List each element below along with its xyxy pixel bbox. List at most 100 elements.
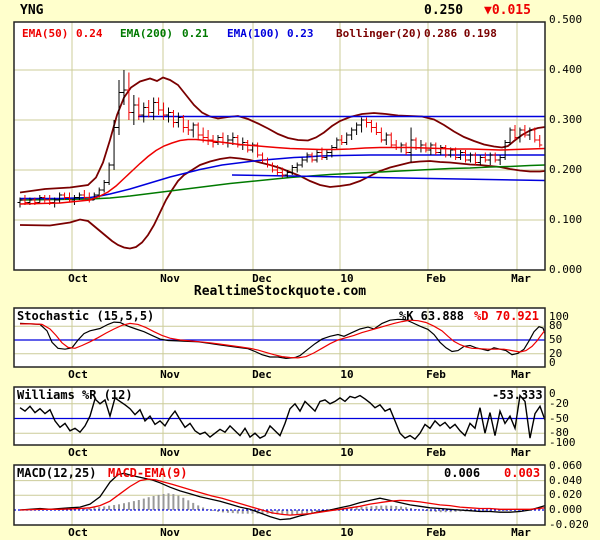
ohlc-bar bbox=[269, 162, 275, 173]
ohlc-bar bbox=[492, 152, 498, 163]
ohlc-bar bbox=[116, 80, 122, 135]
ohlc-bar bbox=[304, 152, 310, 163]
ohlc-bar bbox=[245, 140, 251, 153]
ticker-symbol: YNG bbox=[20, 3, 44, 18]
x-month-label: Oct bbox=[68, 272, 88, 285]
macd-histogram-bar bbox=[360, 506, 363, 510]
ohlc-bar bbox=[151, 97, 157, 120]
macd-histogram-bar bbox=[157, 494, 160, 510]
macd-histogram-bar bbox=[405, 507, 408, 510]
ohlc-bar bbox=[260, 152, 266, 163]
ohlc-bar bbox=[472, 152, 478, 165]
ohlc-bar bbox=[284, 170, 290, 178]
ohlc-bar bbox=[403, 142, 409, 155]
macd-ema9-line bbox=[19, 478, 546, 516]
macd-histogram-bar bbox=[137, 500, 140, 510]
macd-histogram-bar bbox=[192, 502, 195, 510]
ohlc-bar bbox=[37, 195, 43, 203]
macd-histogram-bar bbox=[162, 494, 165, 510]
macd-histogram-bar bbox=[113, 505, 116, 510]
ohlc-bar bbox=[373, 122, 379, 135]
macd-histogram-bar bbox=[246, 510, 249, 514]
bollinger-lower-line bbox=[19, 156, 546, 250]
y-tick-label: 0.020 bbox=[549, 488, 583, 502]
macd-histogram-bar bbox=[152, 496, 155, 510]
ohlc-bar bbox=[279, 167, 285, 178]
ohlc-bar bbox=[527, 127, 533, 140]
ohlc-bar bbox=[255, 142, 261, 158]
r-line bbox=[19, 393, 546, 441]
ohlc-bar bbox=[274, 165, 280, 175]
ohlc-bar bbox=[532, 127, 538, 143]
macd-histogram-bar bbox=[281, 510, 284, 515]
price-change-down: ▼0.015 bbox=[484, 3, 531, 18]
macd-histogram-bar bbox=[147, 497, 150, 510]
x-month-label: Oct bbox=[68, 526, 88, 539]
ohlc-bar bbox=[368, 120, 374, 133]
ohlc-bar bbox=[126, 72, 132, 120]
ohlc-bar bbox=[166, 107, 171, 123]
ohlc-bar bbox=[106, 162, 112, 185]
macd-histogram-bar bbox=[306, 510, 309, 514]
ohlc-bar bbox=[349, 127, 355, 140]
legend-ema100-label: EMA(100) bbox=[227, 27, 280, 40]
legend-ema100-value: 0.23 bbox=[287, 27, 314, 40]
x-month-label: Nov bbox=[160, 446, 180, 459]
macd-histogram-bar bbox=[236, 510, 239, 514]
legend-ema50-label: EMA(50) bbox=[22, 27, 69, 40]
macd-histogram-bar bbox=[108, 505, 111, 510]
y-tick-label: -20 bbox=[549, 396, 569, 410]
legend-ema200-value: 0.21 bbox=[182, 27, 209, 40]
panel-border bbox=[13, 307, 546, 368]
macd-histogram-bar bbox=[395, 506, 398, 510]
macd-histogram-bar bbox=[444, 510, 447, 513]
ohlc-bar bbox=[458, 150, 464, 160]
macd-histogram-bar bbox=[207, 509, 210, 510]
y-tick-label: 0 bbox=[549, 387, 556, 400]
x-month-label: Feb bbox=[426, 526, 446, 539]
x-month-label: 10 bbox=[340, 446, 354, 459]
last-price: 0.250 bbox=[424, 3, 464, 18]
ohlc-bar bbox=[299, 157, 305, 168]
x-month-label: 10 bbox=[340, 272, 354, 285]
macd-histogram-bar bbox=[241, 510, 244, 514]
macd-histogram-bar bbox=[118, 504, 120, 510]
y-tick-label: -100 bbox=[549, 436, 576, 449]
macd-histogram-bar bbox=[103, 506, 106, 510]
macd-histogram-bar bbox=[221, 510, 224, 513]
x-month-label: Nov bbox=[160, 368, 180, 381]
stochastic-title: Stochastic (15,5,5) bbox=[17, 309, 155, 323]
ohlc-bar bbox=[408, 127, 414, 163]
y-tick-label: 0.400 bbox=[549, 63, 583, 76]
x-month-label: Oct bbox=[68, 368, 88, 381]
macd-histogram-bar bbox=[212, 510, 214, 511]
macd-histogram-bar bbox=[365, 506, 368, 510]
ohlc-bar bbox=[463, 150, 468, 163]
williams-value: -53.333 bbox=[492, 388, 543, 402]
ohlc-bar bbox=[67, 192, 72, 203]
macd-histogram-bar bbox=[202, 507, 205, 510]
y-tick-label: 0.000 bbox=[549, 263, 583, 276]
y-tick-label: -80 bbox=[549, 426, 569, 440]
ohlc-bar bbox=[354, 122, 360, 135]
ohlc-bar bbox=[359, 117, 365, 133]
ohlc-bar bbox=[482, 152, 488, 163]
ohlc-bar bbox=[42, 195, 48, 203]
macd-histogram-bar bbox=[449, 510, 452, 513]
ohlc-bar bbox=[101, 180, 107, 193]
macd-histogram-bar bbox=[286, 510, 289, 515]
macd-histogram-bar bbox=[499, 510, 502, 511]
y-tick-label: 80 bbox=[549, 319, 563, 333]
ema50-line bbox=[19, 138, 546, 205]
panel-border bbox=[13, 21, 546, 271]
y-tick-label: -50 bbox=[549, 411, 569, 425]
macd-histogram-bar bbox=[93, 507, 96, 510]
macd-histogram-bar bbox=[454, 510, 457, 512]
macd-histogram-bar bbox=[291, 510, 294, 515]
ohlc-bar bbox=[156, 97, 162, 115]
ohlc-bar bbox=[329, 145, 335, 158]
y-tick-label: 0 bbox=[549, 356, 556, 369]
legend-bollinger-value: 0.286 0.198 bbox=[424, 27, 497, 40]
ohlc-bar bbox=[339, 135, 345, 145]
